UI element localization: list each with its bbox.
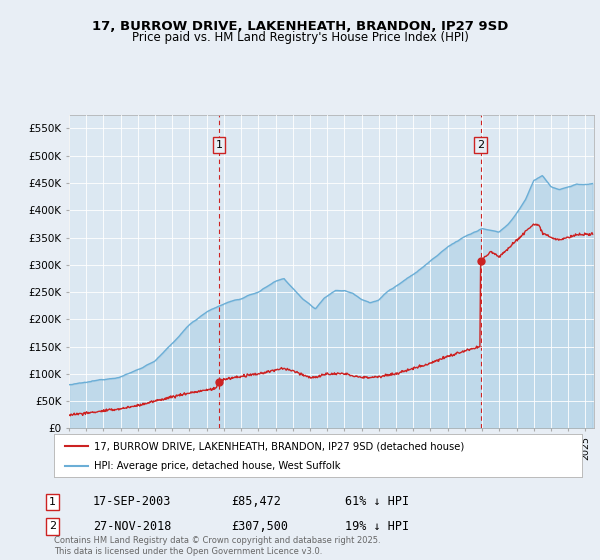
Text: 17, BURROW DRIVE, LAKENHEATH, BRANDON, IP27 9SD (detached house): 17, BURROW DRIVE, LAKENHEATH, BRANDON, I… [94,441,464,451]
Text: 17-SEP-2003: 17-SEP-2003 [93,495,172,508]
Text: 2: 2 [477,140,484,150]
Text: Price paid vs. HM Land Registry's House Price Index (HPI): Price paid vs. HM Land Registry's House … [131,31,469,44]
Text: Contains HM Land Registry data © Crown copyright and database right 2025.
This d: Contains HM Land Registry data © Crown c… [54,536,380,556]
Text: 19% ↓ HPI: 19% ↓ HPI [345,520,409,533]
Text: 17, BURROW DRIVE, LAKENHEATH, BRANDON, IP27 9SD: 17, BURROW DRIVE, LAKENHEATH, BRANDON, I… [92,20,508,32]
Text: 1: 1 [49,497,56,507]
Text: 61% ↓ HPI: 61% ↓ HPI [345,495,409,508]
Text: HPI: Average price, detached house, West Suffolk: HPI: Average price, detached house, West… [94,461,340,472]
Text: 2: 2 [49,521,56,531]
Text: 27-NOV-2018: 27-NOV-2018 [93,520,172,533]
Text: £85,472: £85,472 [231,495,281,508]
Text: £307,500: £307,500 [231,520,288,533]
Text: 1: 1 [215,140,223,150]
